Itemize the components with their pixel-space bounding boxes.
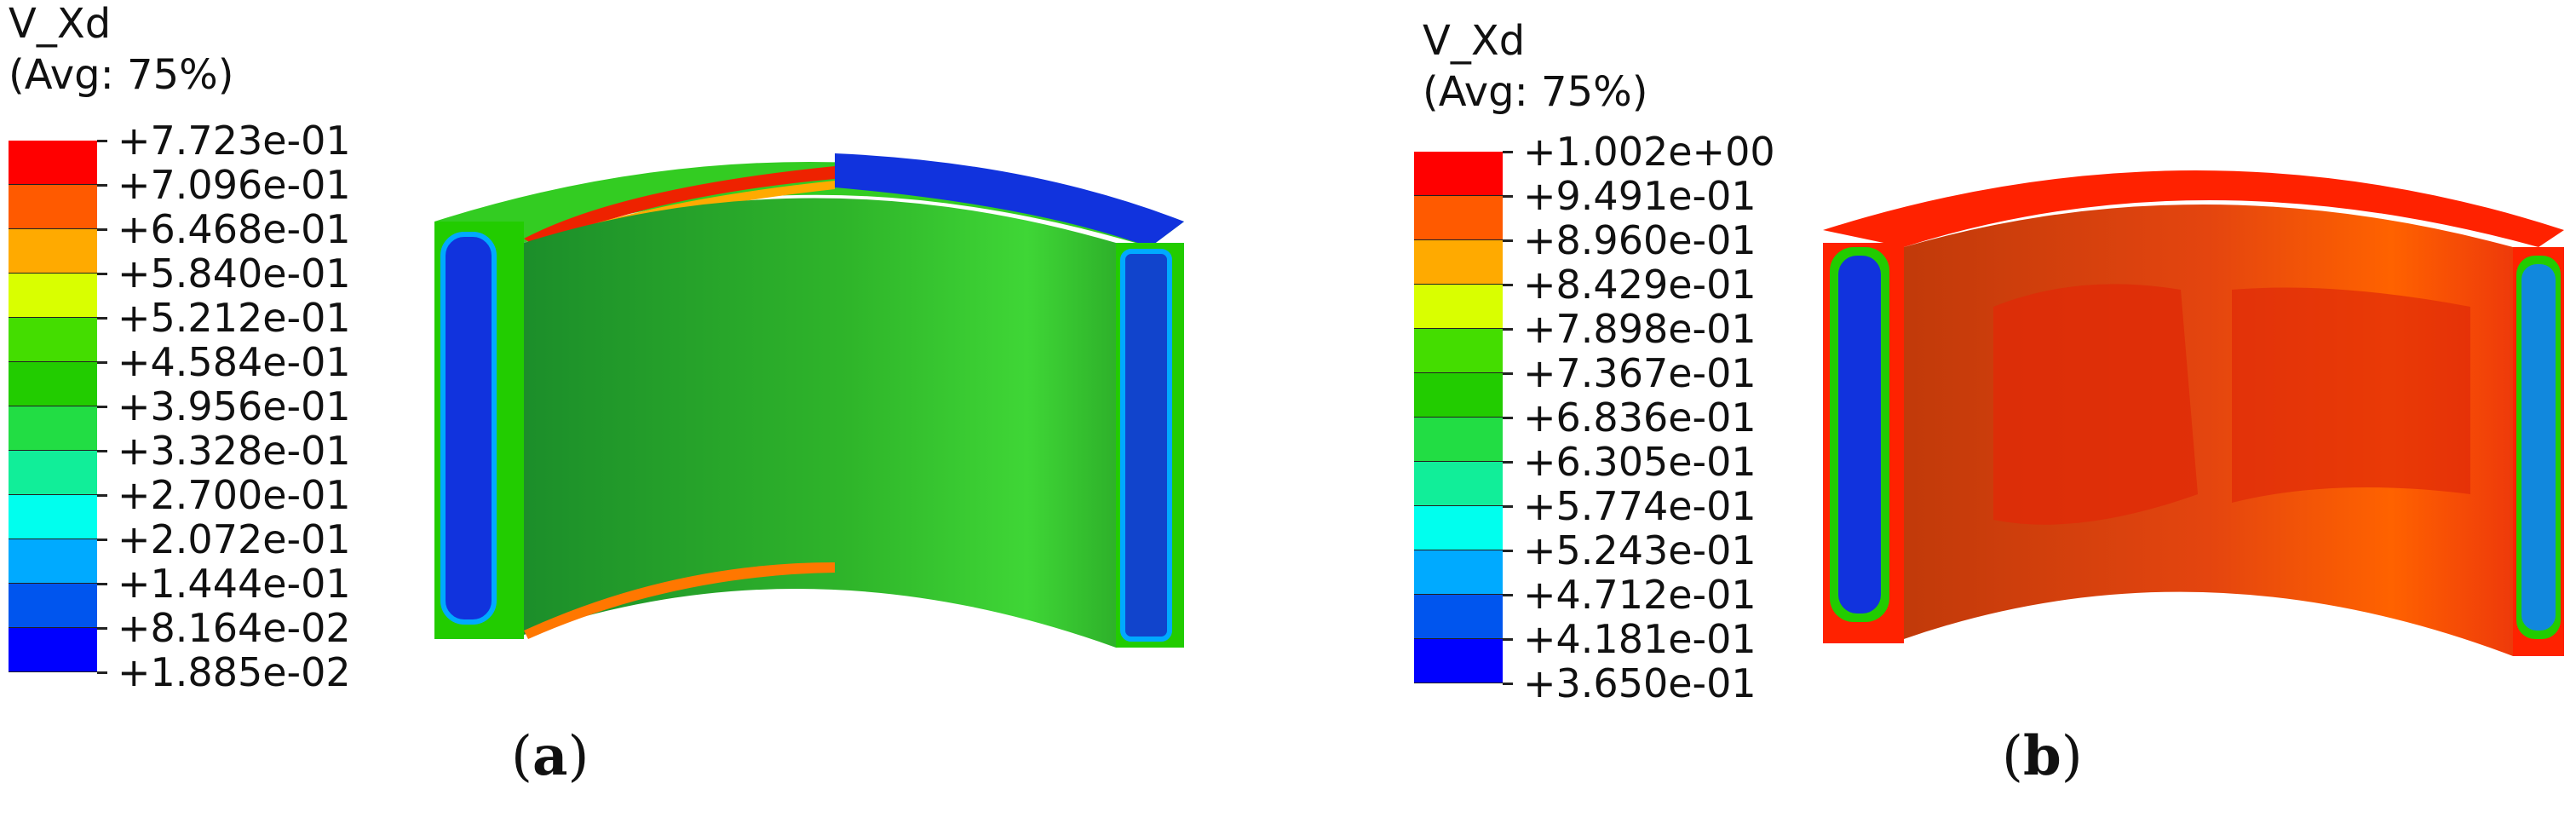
top-rim-blue <box>835 153 1184 247</box>
top-rim <box>1823 170 2564 247</box>
top-rim-red <box>524 166 835 247</box>
legend-swatch <box>9 318 97 362</box>
panel-a: V_Xd (Avg: 75%) +7.723e-01 +7.096e-01 +6.4… <box>9 0 1184 788</box>
legend-swatch <box>9 141 97 185</box>
legend-tick <box>1503 638 1513 641</box>
right-section-blue <box>1123 251 1170 639</box>
legend-value: +3.650e-01 <box>1523 660 1757 706</box>
averaging-note: (Avg: 75%) <box>9 51 234 99</box>
legend-tick <box>97 140 107 142</box>
legend-value: +4.584e-01 <box>118 339 351 385</box>
legend-value: +5.774e-01 <box>1523 483 1757 529</box>
legend-value: +2.072e-01 <box>118 516 351 562</box>
legend-tick <box>97 228 107 231</box>
legend-tick <box>1503 195 1513 198</box>
variable-name: V_Xd <box>1423 17 1526 65</box>
legend-swatch <box>1414 196 1503 240</box>
legend-swatch <box>1414 418 1503 462</box>
legend-value: +6.836e-01 <box>1523 395 1757 441</box>
legend-value: +7.367e-01 <box>1523 350 1757 396</box>
top-rim-orange <box>537 181 835 249</box>
legend-value: +6.305e-01 <box>1523 439 1757 485</box>
legend-value: +1.444e-01 <box>118 561 351 607</box>
legend-tick <box>1503 372 1513 375</box>
legend-swatch <box>9 495 97 539</box>
legend-swatch <box>1414 285 1503 329</box>
legend-swatch <box>1414 639 1503 683</box>
legend-swatch <box>1414 152 1503 196</box>
legend-swatch <box>1414 329 1503 373</box>
legend-tick <box>97 494 107 497</box>
legend-swatch <box>9 229 97 274</box>
subfigure-label-a: (a) <box>511 724 589 788</box>
legend-value: +1.002e+00 <box>1523 129 1775 175</box>
legend-tick <box>1503 151 1513 153</box>
legend-swatch <box>9 362 97 406</box>
legend-value: +9.491e-01 <box>1523 173 1757 219</box>
legend-swatch <box>9 406 97 451</box>
inner-wall <box>524 198 1116 648</box>
legend-swatch <box>1414 550 1503 595</box>
legend-value: +8.429e-01 <box>1523 262 1757 308</box>
cylinder-contour-plot <box>434 153 1184 648</box>
legend-tick <box>97 361 107 364</box>
legend-tick <box>1503 239 1513 242</box>
right-section-blue <box>2521 264 2556 631</box>
left-section-blue <box>1838 256 1881 614</box>
cylinder-contour-plot <box>1823 170 2564 656</box>
legend-value: +5.243e-01 <box>1523 527 1757 573</box>
legend-tick <box>97 583 107 585</box>
legend-value: +4.181e-01 <box>1523 616 1757 662</box>
left-section-blue <box>443 234 494 622</box>
legend-tick <box>1503 284 1513 286</box>
legend-value: +7.723e-01 <box>118 118 351 164</box>
legend-value: +2.700e-01 <box>118 472 351 518</box>
bottom-rim-orange <box>524 562 835 639</box>
legend-tick <box>1503 683 1513 685</box>
legend-value: +8.960e-01 <box>1523 217 1757 263</box>
legend-tick <box>97 450 107 452</box>
legend-tick <box>97 273 107 275</box>
legend-value: +3.956e-01 <box>118 383 351 429</box>
legend-swatch <box>9 274 97 318</box>
panel-b: V_Xd (Avg: 75%) +1.002e+00 +9.491e-01 +8.9… <box>1406 0 2576 818</box>
legend-swatch <box>9 451 97 495</box>
legend-tick <box>97 627 107 630</box>
legend-tick <box>97 671 107 674</box>
legend-tick <box>1503 417 1513 419</box>
legend-swatch <box>1414 240 1503 285</box>
averaging-note: (Avg: 75%) <box>1423 68 1648 116</box>
legend-value: +7.898e-01 <box>1523 306 1757 352</box>
legend-value: +6.468e-01 <box>118 206 351 252</box>
legend-swatch <box>9 185 97 229</box>
legend-tick <box>97 184 107 187</box>
legend-value: +3.328e-01 <box>118 428 351 474</box>
legend-swatch <box>1414 595 1503 639</box>
legend-tick <box>97 539 107 541</box>
legend-value: +8.164e-02 <box>118 605 351 651</box>
legend-swatch <box>1414 506 1503 550</box>
legend-swatch <box>9 628 97 672</box>
legend-value: +5.840e-01 <box>118 251 351 297</box>
legend-tick <box>1503 505 1513 508</box>
legend-value: +4.712e-01 <box>1523 572 1757 618</box>
legend-value: +5.212e-01 <box>118 295 351 341</box>
legend-value: +1.885e-02 <box>118 649 351 695</box>
legend-tick <box>1503 594 1513 596</box>
legend-tick <box>1503 461 1513 464</box>
legend-tick <box>1503 328 1513 331</box>
legend-swatch <box>1414 373 1503 418</box>
subfigure-label-b: (b) <box>2002 724 2083 788</box>
legend-swatch <box>9 539 97 584</box>
legend-tick <box>97 406 107 408</box>
legend-tick <box>1503 550 1513 552</box>
legend-swatch <box>1414 462 1503 506</box>
legend-value: +7.096e-01 <box>118 162 351 208</box>
legend-tick <box>97 317 107 320</box>
variable-name: V_Xd <box>9 0 112 48</box>
legend-swatch <box>9 584 97 628</box>
